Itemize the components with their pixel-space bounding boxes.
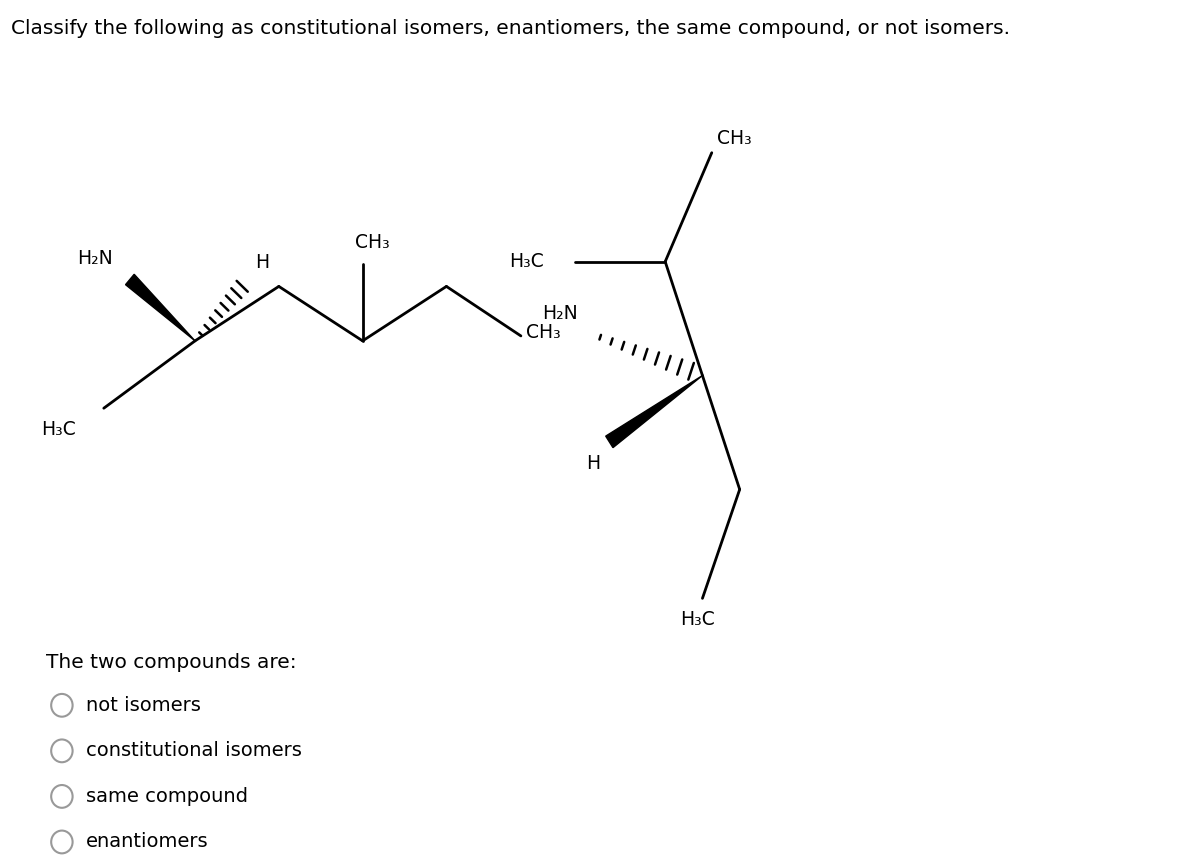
Text: CH₃: CH₃ <box>718 129 752 148</box>
Text: CH₃: CH₃ <box>355 233 390 252</box>
Text: constitutional isomers: constitutional isomers <box>86 741 302 760</box>
Text: H₃C: H₃C <box>41 420 76 439</box>
Text: enantiomers: enantiomers <box>86 832 209 851</box>
Text: H₃C: H₃C <box>510 252 544 271</box>
Text: Classify the following as constitutional isomers, enantiomers, the same compound: Classify the following as constitutional… <box>11 19 1009 38</box>
Text: H: H <box>586 454 600 473</box>
Text: H₂N: H₂N <box>77 249 113 267</box>
Polygon shape <box>606 376 702 448</box>
Polygon shape <box>126 274 196 341</box>
Text: not isomers: not isomers <box>86 696 200 715</box>
Text: CH₃: CH₃ <box>526 323 560 342</box>
Text: same compound: same compound <box>86 787 248 806</box>
Text: H₃C: H₃C <box>680 611 715 630</box>
Text: H₂N: H₂N <box>542 304 577 323</box>
Text: H: H <box>256 253 270 272</box>
Text: The two compounds are:: The two compounds are: <box>46 653 296 672</box>
